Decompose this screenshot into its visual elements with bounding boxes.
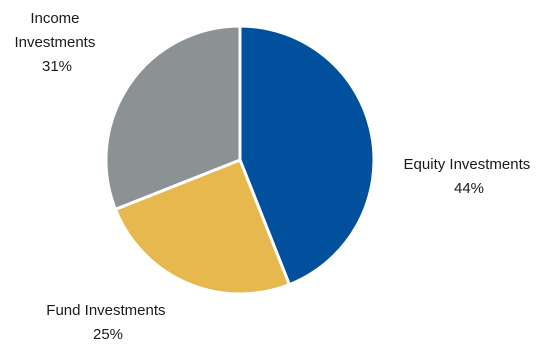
slice-income xyxy=(104,24,242,211)
slice-label-fund-name: Fund Investments xyxy=(46,302,165,319)
slice-label-income-value: 31% xyxy=(42,58,72,75)
slice-label-equity-name: Equity Investments xyxy=(404,156,531,173)
slice-label-income-name-line-2: Investments xyxy=(14,34,95,51)
slice-label-income-name-line-1: Income xyxy=(30,10,79,27)
slice-label-fund-value: 25% xyxy=(93,326,123,343)
slice-label-fund: Fund Investments 25% xyxy=(46,302,169,343)
slices-layer xyxy=(104,24,376,296)
slice-label-income: Income Investments 31% xyxy=(14,10,99,75)
slice-label-equity-value: 44% xyxy=(454,180,484,197)
slice-equity xyxy=(238,24,376,287)
slice-label-equity: Equity Investments 44% xyxy=(404,156,535,197)
